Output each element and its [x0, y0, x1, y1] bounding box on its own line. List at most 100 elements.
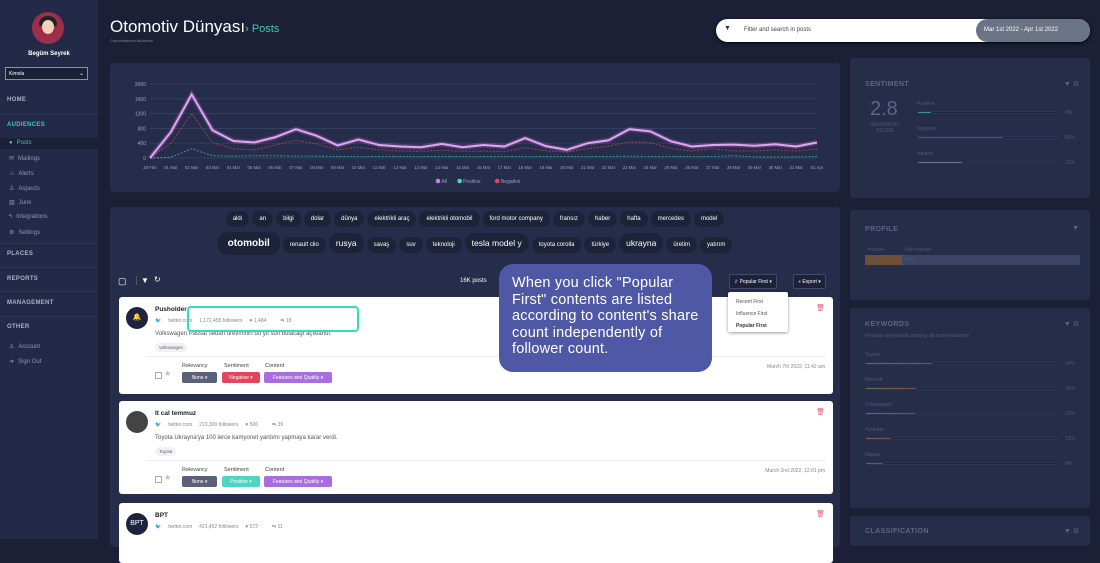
keyword-tag[interactable]: teknoloji [425, 237, 462, 253]
sentiment-row-label: Neutral [917, 151, 934, 157]
keyword-tag[interactable]: suv [399, 237, 423, 253]
keyword-tag[interactable]: ford motor company [482, 211, 550, 227]
keyword-tag[interactable]: model [693, 211, 725, 227]
filter-gear-icons[interactable]: ▼ ⚙ [1063, 321, 1079, 328]
keyword-tag[interactable]: otomobil [217, 232, 280, 255]
source[interactable]: twitter.com [168, 524, 193, 530]
trash-icon[interactable]: 🗑 [816, 409, 825, 416]
export-button[interactable]: ● Export ▾ [793, 274, 826, 289]
source[interactable]: twitter.com [168, 318, 193, 324]
source[interactable]: twitter.com [168, 422, 193, 428]
x-tick-label: 30 Mar [769, 165, 783, 170]
sidebar-item-junk[interactable]: ▥ Junk [0, 197, 98, 208]
sidebar-item-posts[interactable]: ● Posts [0, 138, 98, 149]
keyword-tag[interactable]: üretim [666, 237, 698, 253]
sort-option-influence[interactable]: Influence First [736, 311, 768, 317]
keyword-tag[interactable]: dolar [303, 211, 332, 227]
keyword-tag[interactable]: aldı [225, 211, 250, 227]
keyword-badge[interactable]: Toyota [155, 447, 177, 456]
sort-dropdown[interactable]: ⇵ Popular First ▾ [729, 274, 777, 289]
sentiment-title: SENTIMENT [865, 81, 910, 88]
sentiment-dropdown[interactable]: Negative ▾ [222, 372, 260, 383]
sentiment-dropdown[interactable]: Positive ▾ [222, 476, 260, 487]
filter-icon[interactable]: ▼ [1072, 225, 1079, 232]
keyword-tag[interactable]: tesla model y [464, 233, 529, 253]
author-name[interactable]: It cal temmuz [155, 410, 197, 417]
label: Sign Out [18, 359, 42, 365]
date-range-picker[interactable]: Mar 1st 2022 - Apr 1st 2022 [976, 19, 1090, 42]
user-icon: ♙ [9, 186, 15, 192]
sidebar-item-settings[interactable]: ⚙ Settings [0, 227, 98, 238]
trash-icon[interactable]: 🗑 [816, 305, 825, 312]
refresh-icon[interactable]: ↻ [154, 275, 161, 284]
post-checkbox[interactable] [155, 372, 162, 379]
keyword-tag[interactable]: elektrikli araç [367, 211, 417, 227]
relevancy-dropdown[interactable]: None ▾ [182, 476, 217, 487]
keyword-tag[interactable]: toyota corolla [531, 237, 582, 253]
breadcrumb[interactable]: › Posts [245, 23, 280, 35]
keyword-tag[interactable]: elektrikli otomobil [419, 211, 480, 227]
content-dropdown[interactable]: Features and Quality ▾ [264, 372, 332, 383]
sidebar-item-account[interactable]: ♙ Account [0, 341, 98, 352]
filter-gear-icons[interactable]: ▼ ⚙ [1063, 528, 1079, 535]
label: Settings [18, 230, 41, 236]
sidebar-item-aspects[interactable]: ♙ Aspects [0, 183, 98, 194]
search-bar[interactable]: ▼ Filter and search in posts Mar 1st 202… [716, 19, 1090, 42]
author-avatar[interactable]: 🔔 [126, 307, 148, 329]
sort-option-popular[interactable]: Popular First [736, 323, 767, 329]
keyword-tag[interactable]: renault clio [282, 237, 326, 253]
keyword-tag[interactable]: türkiye [584, 237, 617, 253]
author-avatar[interactable]: BPT [126, 513, 148, 535]
nav-places[interactable]: PLACES [7, 251, 34, 257]
keyword-tag[interactable]: savaş [366, 237, 397, 253]
author-name[interactable]: Pusholder [155, 306, 187, 313]
keyword-tag[interactable]: fransız [552, 211, 585, 227]
nav-reports[interactable]: REPORTS [7, 276, 39, 282]
search-input[interactable]: Filter and search in posts [744, 27, 812, 33]
sort-menu: Recent First Influence First Popular Fir… [728, 292, 788, 332]
trash-icon[interactable]: 🗑 [816, 511, 825, 518]
author-name[interactable]: BPT [155, 512, 168, 519]
sentiment-pct: 60% [1065, 135, 1076, 141]
nav-management[interactable]: MANAGEMENT [7, 300, 54, 306]
content-dropdown[interactable]: Features and Quality ▾ [264, 476, 332, 487]
filter-icon[interactable]: ▼ [136, 276, 149, 285]
sidebar-item-alerts[interactable]: ♨ Alerts [0, 168, 98, 179]
keyword-tag[interactable]: yatırım [700, 237, 733, 253]
workspace-select[interactable]: Kimola ⌄ [5, 67, 88, 80]
profile-bar: 17% 83% [865, 255, 1080, 265]
keyword-tag[interactable]: rusya [328, 233, 364, 253]
x-tick-label: 05 Mar [248, 165, 262, 170]
nav-audiences[interactable]: AUDIENCES [7, 122, 46, 128]
sidebar-item-sign-out[interactable]: ➜ Sign Out [0, 356, 98, 367]
keyword-bar [865, 387, 1061, 390]
relevancy-dropdown[interactable]: None ▾ [182, 372, 217, 383]
x-tick-label: 25 Mar [664, 165, 678, 170]
keyword-tag[interactable]: an [252, 211, 274, 227]
post-checkbox[interactable] [155, 476, 162, 483]
keyword-tag[interactable]: mercedes [650, 211, 691, 227]
keyword-pct: 9% [1065, 461, 1073, 467]
keyword-tag[interactable]: bilgi [276, 211, 301, 227]
star-icon[interactable]: ★ [164, 369, 172, 378]
post-timestamp: March 7th 2022, 11:42 am [767, 364, 825, 370]
keyword-tag[interactable]: dünya [334, 211, 365, 227]
twitter-icon: 🐦 [155, 422, 162, 428]
shares: 11 [277, 524, 283, 530]
filter-gear-icons[interactable]: ▼ ⚙ [1063, 81, 1079, 88]
user-avatar[interactable] [32, 12, 64, 44]
x-tick-label: 27 Mar [706, 165, 720, 170]
keyword-tag[interactable]: ukrayna [619, 233, 664, 253]
keyword-tag[interactable]: haber [587, 211, 618, 227]
profile-panel: PROFILE ▼ Human Non-human 17% 83% [850, 210, 1090, 300]
author-avatar[interactable] [126, 411, 148, 433]
star-icon[interactable]: ★ [164, 473, 172, 482]
select-all-checkbox[interactable]: ▢ [118, 276, 127, 286]
nav-home[interactable]: HOME [7, 97, 27, 103]
sidebar-item-mailings[interactable]: ✉ Mailings [0, 153, 98, 164]
keyword-tag[interactable]: hafta [620, 211, 648, 227]
sidebar-item-integrations[interactable]: ϟ Integrations [0, 212, 98, 223]
sort-option-recent[interactable]: Recent First [736, 299, 763, 305]
trash-icon: ▥ [9, 200, 15, 206]
keyword-badge[interactable]: Volkswagen [155, 343, 188, 352]
